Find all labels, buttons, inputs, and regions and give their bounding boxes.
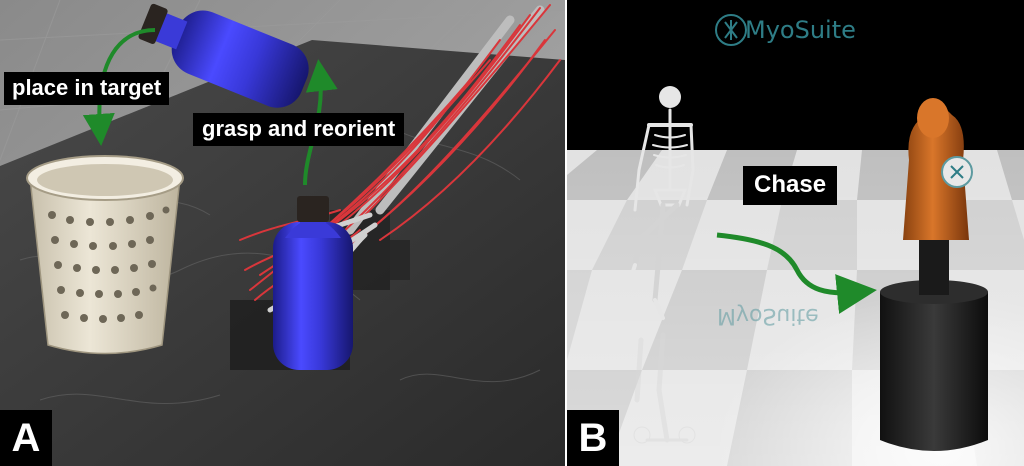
walking-skeleton (625, 86, 695, 320)
label-grasp-and-reorient: grasp and reorient (193, 113, 405, 146)
panel-letter-b: B (567, 410, 619, 466)
myosuite-logo-reflection: MyoSuite (717, 303, 819, 328)
panel-b-render (567, 0, 1024, 466)
myosuite-logo-icon (715, 14, 747, 46)
myosuite-logo-text: MyoSuite (745, 16, 856, 44)
chase-target-dummy (880, 98, 988, 451)
panel-divider (565, 0, 567, 466)
arrow-place-in-target (82, 28, 156, 146)
waste-basket (26, 155, 184, 355)
chase-arrow (716, 232, 877, 314)
panel-b-locomotion-scene: MyoSuite MyoSuite Chase B (567, 0, 1024, 466)
label-place-in-target: place in target (4, 72, 170, 105)
label-chase: Chase (743, 166, 838, 205)
skeleton-reflection (633, 332, 696, 444)
bottle-on-table (273, 196, 353, 370)
panel-a-manipulation-scene: place in target grasp and reorient A (0, 0, 565, 466)
panel-a-render (0, 0, 565, 466)
panel-letter-a: A (0, 410, 52, 466)
bottle-in-air (138, 3, 309, 108)
